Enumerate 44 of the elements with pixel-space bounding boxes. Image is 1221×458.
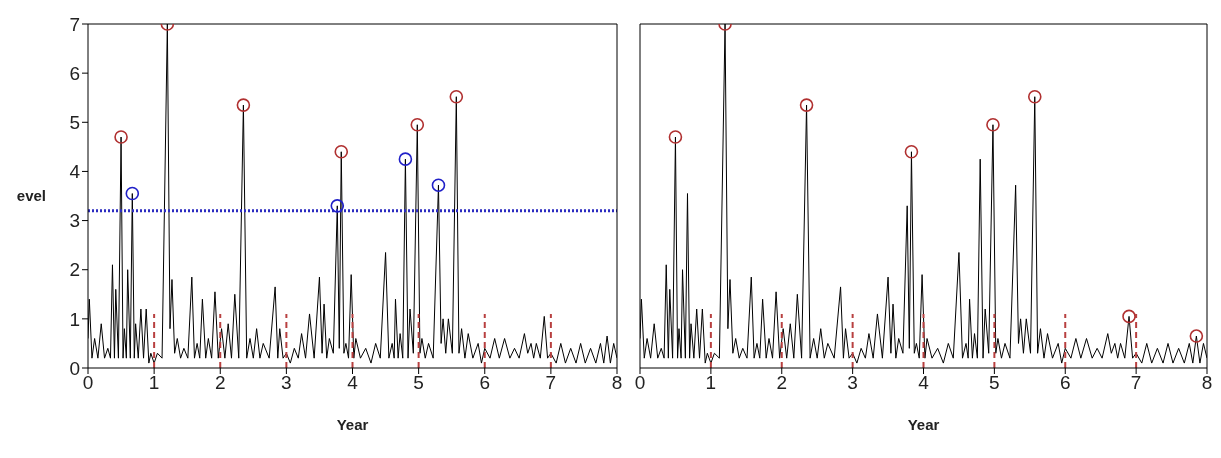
point [799,98,814,112]
point [904,144,919,159]
x-tick-label: 0 [634,372,646,394]
y-tick-label: 4 [69,161,81,183]
point [431,178,446,192]
x-tick-label: 1 [705,372,717,394]
x-tick-label: 7 [1130,372,1142,394]
x-tick-label: 6 [479,372,491,394]
x-axis-title: Year [907,416,940,433]
y-tick-label: 3 [69,210,80,232]
point [114,130,128,144]
point [1122,309,1136,324]
x-tick-label: 2 [776,372,788,394]
x-tick-label: 3 [281,372,292,394]
point [1189,329,1204,343]
y-axis-title: evel [16,187,46,205]
point [410,117,425,132]
x-axis-title: Year [336,416,369,433]
x-tick-label: 4 [347,372,359,394]
point [668,130,683,144]
point [125,186,140,201]
y-tick-label: 0 [69,357,80,379]
point [334,144,349,159]
x-tick-label: 2 [214,372,226,394]
x-tick-label: 5 [413,372,424,394]
x-tick-label: 1 [148,372,160,394]
point [449,89,464,104]
x-tick-label: 3 [847,372,858,394]
point [1027,89,1042,104]
x-tick-label: 5 [989,372,1000,394]
x-tick-label: 7 [545,372,557,394]
y-tick-label: 6 [69,62,80,84]
point [398,152,413,166]
y-tick-label: 5 [69,112,80,134]
x-tick-label: 6 [1059,372,1071,394]
y-tick-label: 2 [69,259,80,281]
y-tick-label: 1 [69,308,80,330]
point [986,117,1000,132]
point [330,199,345,213]
x-tick-label: 8 [611,372,623,394]
y-tick-label: 7 [69,13,80,35]
x-tick-label: 8 [1201,372,1213,394]
x-tick-label: 4 [918,372,930,394]
point [236,98,251,112]
